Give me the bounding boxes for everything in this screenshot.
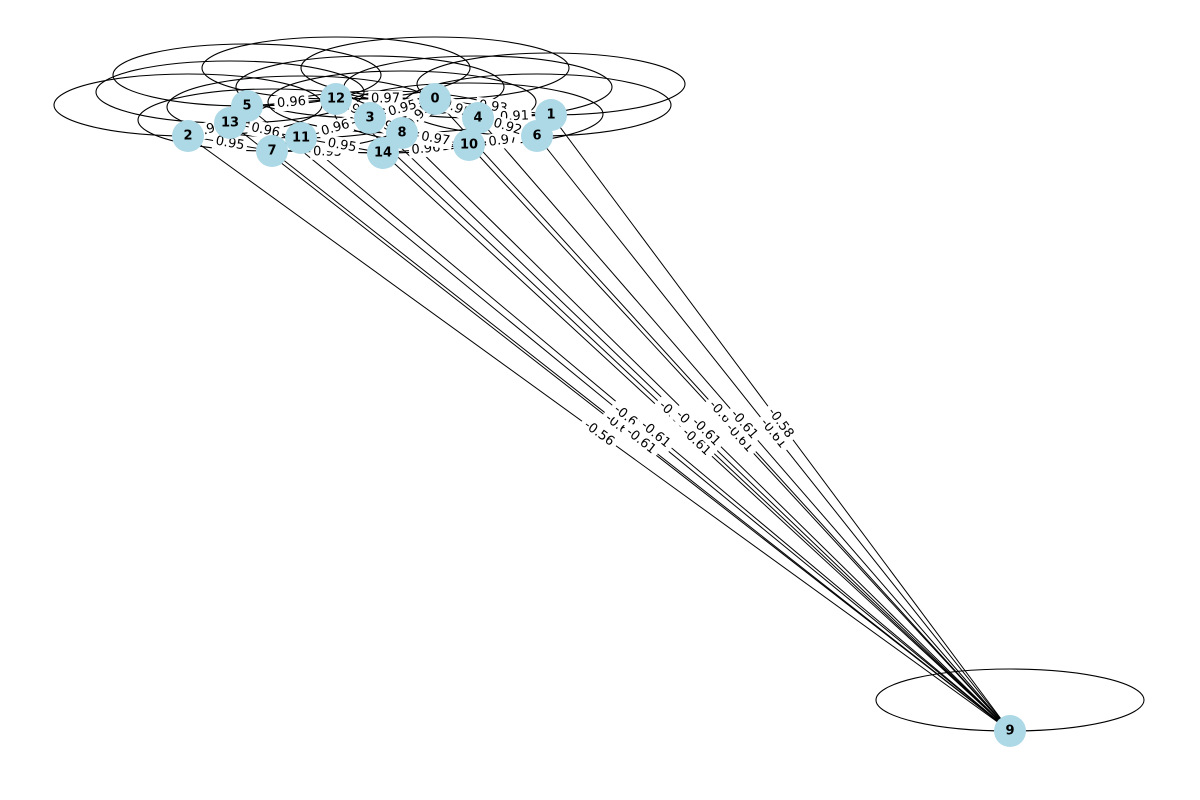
node-label: 6 [532,129,541,144]
node-0[interactable]: 0 [419,83,451,115]
edge-label-background [383,95,422,122]
node-circle[interactable] [994,715,1026,747]
edge-weight-text: 0.97 [371,92,400,107]
node-4[interactable]: 4 [462,102,494,134]
node-11[interactable]: 11 [285,122,317,154]
node-6[interactable]: 6 [521,120,553,152]
edge-weight-text: 0.96 [276,94,306,111]
node-12[interactable]: 12 [320,83,352,115]
node-circle[interactable] [256,135,288,167]
edge-label-background [685,411,727,453]
edge-label-background [761,401,800,445]
edge-label-4-6: 0.92 [488,114,527,140]
node-13[interactable]: 13 [214,107,246,139]
node-label: 8 [397,126,406,141]
edge-weight-text: 0.95 [214,134,245,154]
node-3[interactable]: 3 [354,102,386,134]
edge-label-background [417,128,454,150]
node-label: 10 [460,138,478,153]
node-circle[interactable] [320,83,352,115]
node-label: 4 [473,111,482,126]
node-circle[interactable] [386,117,418,149]
edge-label-background [619,421,663,461]
edge-label-background [273,93,310,112]
node-14[interactable]: 14 [367,137,399,169]
node-circle[interactable] [172,120,204,152]
node-8[interactable]: 8 [386,117,418,149]
node-label: 14 [374,146,392,161]
edges-layer [187,98,1011,732]
edge-label-background [488,114,527,140]
node-circle[interactable] [462,102,494,134]
edge-label-background [577,414,621,453]
node-label: 11 [292,131,310,146]
edge-label-background [323,134,361,157]
node-10[interactable]: 10 [453,129,485,161]
node-label: 3 [365,111,374,126]
node-circle[interactable] [214,107,246,139]
edge-label-8-10: 0.97 [417,128,454,150]
node-label: 13 [221,116,239,131]
node-7[interactable]: 7 [256,135,288,167]
edge-label-12-5: 0.96 [273,93,310,112]
edge-label-background [724,403,764,446]
edge-label-background [316,115,355,141]
node-circle[interactable] [419,83,451,115]
node-label: 1 [546,108,555,123]
edge-label-2-7: 0.95 [211,132,249,155]
node-9[interactable]: 9 [994,715,1026,747]
node-label: 2 [183,129,192,144]
edge-label-background [675,421,718,463]
edge-label-background [634,414,677,455]
node-2[interactable]: 2 [172,120,204,152]
edge-label-11-14: 0.95 [323,134,361,157]
edge-label-11-3: 0.96 [316,115,355,141]
node-label: 9 [1005,724,1014,739]
node-label: 12 [327,92,345,107]
node-label: 0 [430,92,439,107]
edge-label-background [754,412,793,455]
node-label: 5 [242,99,251,114]
node-circle[interactable] [367,137,399,169]
edge-weight-text: 0.97 [420,129,451,149]
node-circle[interactable] [285,122,317,154]
node-label: 7 [267,144,276,159]
node-circle[interactable] [453,129,485,161]
node-circle[interactable] [354,102,386,134]
edge-weight-text: 0.95 [326,136,357,156]
node-circle[interactable] [521,120,553,152]
edge-label-background [719,417,760,459]
edge-label-background [211,132,249,155]
